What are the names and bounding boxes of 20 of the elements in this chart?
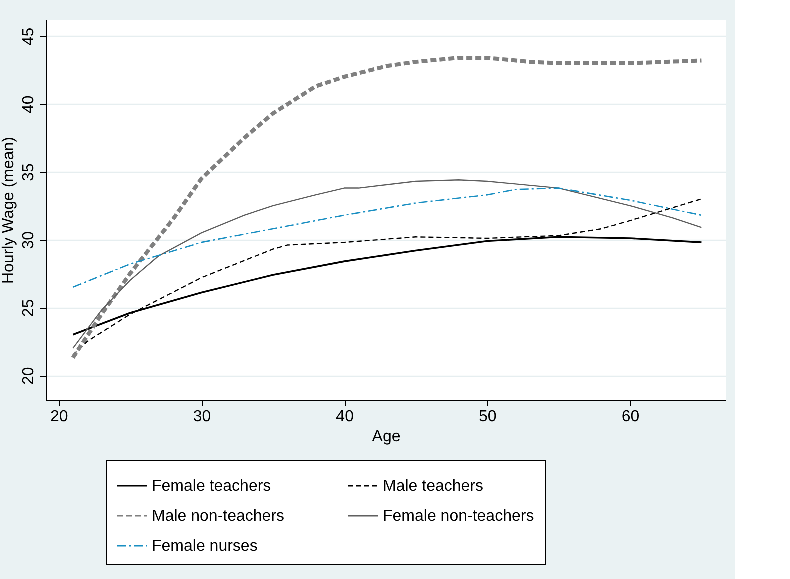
- y-axis-title: Hourly Wage (mean): [0, 136, 18, 284]
- legend-label: Female teachers: [152, 478, 272, 495]
- y-tick-label: 40: [20, 96, 38, 114]
- y-tick-label: 45: [20, 28, 38, 46]
- legend-label: Female nurses: [152, 538, 258, 555]
- y-tick-label: 25: [20, 299, 38, 318]
- line-series: [72, 188, 702, 288]
- x-tick-label: 30: [193, 408, 212, 426]
- x-axis-title: Age: [372, 428, 401, 446]
- x-tick-label: 50: [479, 408, 497, 426]
- legend-label: Female non-teachers: [383, 508, 534, 525]
- x-tick-label: 60: [622, 408, 640, 426]
- legend-label: Male non-teachers: [152, 508, 285, 525]
- x-tick-label: 40: [336, 408, 354, 426]
- x-tick-label: 20: [50, 408, 68, 426]
- y-tick-label: 35: [20, 164, 38, 182]
- y-tick-label: 30: [20, 231, 38, 250]
- line-series: [71, 56, 704, 360]
- legend-label: Male teachers: [383, 478, 484, 495]
- y-tick-label: 20: [20, 367, 38, 385]
